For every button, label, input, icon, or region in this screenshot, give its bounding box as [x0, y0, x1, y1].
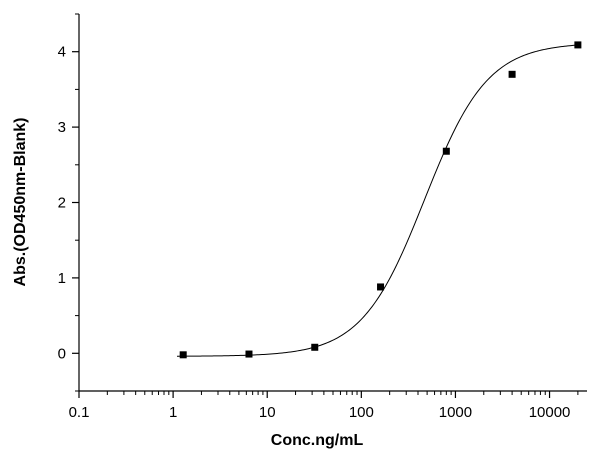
fit-curve: [177, 44, 578, 357]
y-tick-label: 1: [58, 270, 66, 287]
y-axis-title: Abs.(OD450nm-Blank): [12, 118, 29, 287]
x-tick-label: 10: [259, 404, 276, 421]
y-tick-label: 0: [58, 345, 66, 362]
data-point: [311, 343, 319, 351]
x-axis-title: Conc.ng/mL: [271, 432, 364, 449]
y-ticks: 0 1 2 3 4: [58, 13, 79, 392]
axes: 0.1 1 10 100 1000 10000 0 1 2 3 4: [58, 13, 587, 421]
data-point: [574, 41, 582, 49]
x-tick-label: 10000: [529, 404, 571, 421]
x-tick-label: 1000: [439, 404, 472, 421]
y-tick-label: 3: [58, 119, 66, 136]
data-point: [377, 283, 385, 291]
data-point: [442, 147, 450, 155]
x-ticks: 0.1 1 10 100 1000 10000: [69, 391, 579, 421]
data-point: [179, 351, 187, 359]
y-tick-label: 4: [58, 44, 66, 61]
x-tick-label: 100: [349, 404, 374, 421]
x-tick-label: 0.1: [69, 404, 90, 421]
y-tick-label: 2: [58, 195, 66, 212]
data-point: [245, 350, 253, 358]
x-tick-label: 1: [169, 404, 177, 421]
data-points: [179, 41, 582, 359]
data-point: [508, 70, 516, 78]
